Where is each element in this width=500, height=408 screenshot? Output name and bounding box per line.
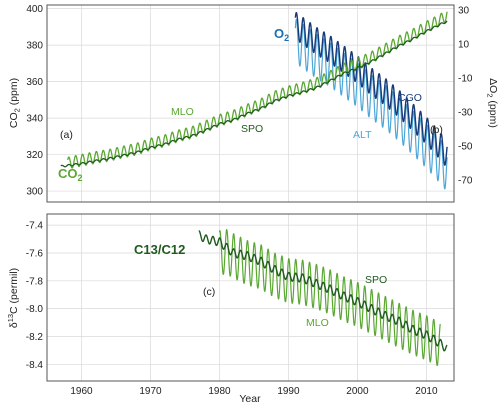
o2-series-label: O2 — [274, 26, 289, 43]
x-tick-label: 1970 — [139, 386, 162, 397]
bottom-frame — [46, 213, 455, 382]
co2-axis-ticks: 300 320 340 360 380 400 — [26, 4, 43, 197]
o2-axis-ticks: 30 10 -10 -30 -50 -70 — [458, 6, 473, 187]
o2-tick-label: -70 — [458, 175, 473, 186]
co2-tick-label: 320 — [26, 150, 43, 161]
panel-label-a: (a) — [60, 129, 73, 141]
series-spo-c13-line — [198, 230, 448, 352]
panel-label-b: (b) — [430, 124, 443, 136]
x-tick-label: 2010 — [415, 386, 438, 397]
panel-label-c: (c) — [203, 286, 215, 298]
top-frame — [46, 4, 455, 203]
bottom-grid — [47, 214, 454, 381]
o2-tick-label: -10 — [458, 74, 473, 85]
year-axis-ticks: 1960 1970 1980 1990 2000 2010 — [70, 386, 438, 397]
c13-title: C13/C12 — [134, 242, 185, 257]
spo-label-top: SPO — [241, 123, 263, 135]
top-grid — [47, 5, 454, 202]
c13-tick-label: -8.0 — [26, 304, 44, 315]
mlo-label-bottom: MLO — [306, 317, 329, 329]
c13-tick-label: -8.2 — [26, 332, 44, 343]
mlo-label-top: MLO — [171, 106, 194, 118]
c13-tick-label: -7.4 — [26, 221, 44, 232]
x-axis-title: Year — [239, 393, 261, 405]
o2-tick-label: -50 — [458, 141, 473, 152]
x-tick-label: 1980 — [208, 386, 231, 397]
c13-tick-label: -7.8 — [26, 276, 44, 287]
cgo-label: CGO — [398, 92, 422, 104]
c13-axis-title: δ13C (permil) — [6, 268, 20, 328]
o2-tick-label: 10 — [458, 40, 470, 51]
o2-tick-label: -30 — [458, 107, 473, 118]
co2-tick-label: 380 — [26, 41, 43, 52]
co2-tick-label: 400 — [26, 4, 43, 15]
c13-axis-ticks: -7.4 -7.6 -7.8 -8.0 -8.2 -8.4 — [26, 221, 44, 371]
co2-tick-label: 360 — [26, 77, 43, 88]
co2-tick-label: 340 — [26, 114, 43, 125]
c13-tick-label: -8.4 — [26, 360, 44, 371]
series-spo-line — [60, 20, 448, 168]
x-tick-label: 1990 — [277, 386, 300, 397]
alt-label: ALT — [353, 129, 372, 141]
co2-tick-label: 300 — [26, 187, 43, 198]
series-alt-line — [294, 18, 448, 190]
series-cgo-line — [294, 11, 448, 166]
x-tick-label: 1960 — [70, 386, 93, 397]
o2-tick-label: 30 — [458, 6, 470, 17]
series-mlo-c13-line — [218, 229, 441, 366]
top-series-group — [60, 11, 448, 190]
co2-axis-title: CO2 (ppm) — [8, 78, 22, 128]
c13-panel: -7.4 -7.6 -7.8 -8.0 -8.2 -8.4 1960 1970 1980 199… — [6, 213, 455, 405]
x-tick-label: 2000 — [346, 386, 369, 397]
o2-axis-title: ΔO2 (ppm) — [486, 78, 500, 128]
co2-series-label: CO2 — [58, 166, 83, 183]
series-mlo-line — [67, 11, 448, 169]
bottom-series-group — [198, 229, 448, 366]
spo-label-bottom: SPO — [365, 274, 387, 286]
c13-tick-label: -7.6 — [26, 248, 44, 259]
co2-o2-panel: 300 320 340 360 380 400 30 10 -10 -30 -50 -70 CO2 … — [8, 4, 500, 203]
